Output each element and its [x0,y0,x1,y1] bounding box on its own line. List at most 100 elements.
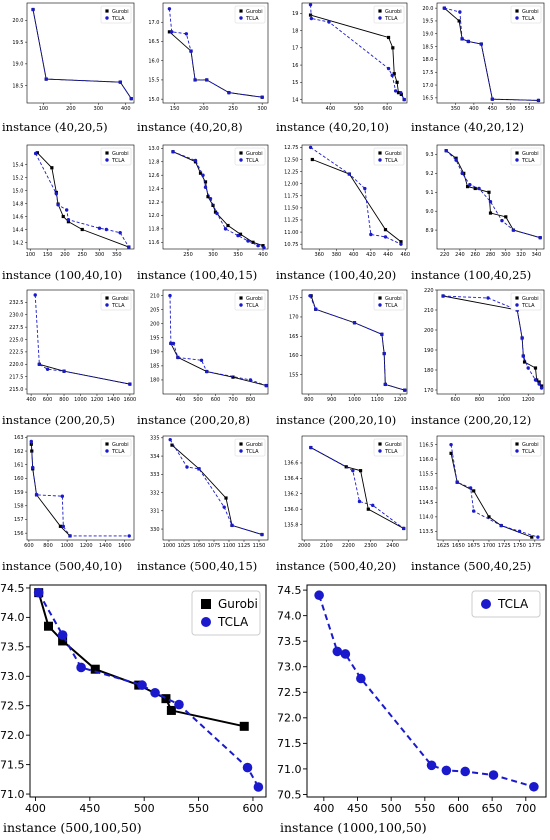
tcla-point [185,465,189,469]
y-tick-label: 18.0 [422,57,433,63]
y-tick-label: 12.25 [284,169,298,175]
y-tick-label: 17.5 [422,70,433,76]
tcla-point [380,332,384,336]
x-tick-label: 380 [332,252,342,258]
legend-label: TCLA [245,303,259,309]
tcla-point [357,499,362,504]
y-tick-label: 72.0 [277,712,302,725]
tcla-point [399,90,403,95]
x-tick-label: 460 [401,252,411,258]
panel-caption: instance (500,40,20) [276,559,396,573]
y-tick-label: 115.5 [419,471,433,477]
tcla-point [499,523,503,528]
tcla-point [33,151,38,156]
tcla-point [127,534,131,538]
tcla-point [533,378,538,382]
x-tick-label: 1200 [91,397,104,403]
y-tick-label: 115.0 [419,486,433,492]
gurobi-point [203,180,208,184]
y-tick-label: 19.5 [422,19,433,25]
y-tick-label: 12.0 [148,213,159,219]
legend-label: TCLA [111,16,125,22]
tcla-point [458,10,462,14]
gurobi-point [395,80,399,84]
tcla-point [308,294,312,298]
gurobi-point [537,380,541,384]
tcla-point [222,505,226,509]
tcla-point [537,382,541,386]
x-tick-label: 250 [183,252,193,258]
tcla-point [33,587,44,598]
gurobi-point [206,195,210,199]
tcla-point [260,532,264,537]
y-tick-label: 334 [150,454,160,460]
y-tick-label: 18.5 [422,44,433,50]
x-tick-label: 700 [515,802,536,815]
y-tick-label: 9.0 [426,209,434,215]
gurobi-point [386,35,391,40]
tcla-point [401,526,406,531]
tcla-point [97,226,102,230]
x-tick-label: 450 [79,802,100,815]
tcla-point [199,358,204,362]
tcla-point [193,158,198,163]
gurobi-point [251,240,255,244]
tcla-point [444,148,448,153]
chart-panel-13: 600 800 1000 1200 1400 1600 156 157 158 159 160 161… [2,435,135,573]
y-tick-label: 9.3 [426,152,434,158]
tcla-point [215,211,219,216]
tcla-point [54,192,59,196]
y-tick-label: 163 [14,435,24,441]
legend-label: TCLA [111,303,125,309]
panel-caption: instance (100,40,20) [276,268,396,282]
x-tick-label: 400 [25,802,46,815]
y-tick-label: 20.0 [422,6,433,12]
tcla-point [76,662,86,673]
y-tick-label: 136.2 [284,492,298,498]
tcla-point [37,362,42,366]
x-tick-label: 2200 [342,543,355,549]
legend-gurobi-marker [515,9,519,13]
chart-panel-16: 1625 1650 1675 1700 1725 1750 1775 113.5 114.0 11… [411,435,545,573]
tcla-point [168,293,172,298]
tcla-point [44,77,48,81]
legend-label: Gurobi [218,597,258,611]
y-tick-label: 331 [150,509,160,515]
legend-gurobi-marker [201,599,211,609]
legend-tcla-marker [515,303,519,307]
tcla-point [264,383,268,388]
y-tick-label: 160 [289,353,299,359]
tcla-point [471,509,476,513]
legend-tcla-marker [239,16,243,20]
legend-tcla-marker [105,303,109,307]
tcla-series-line [34,294,130,385]
y-tick-label: 15.2 [12,175,23,181]
gurobi-point [231,375,235,379]
y-tick-label: 155 [289,372,299,378]
panel-caption: instance (100,40,15) [137,268,257,282]
gurobi-point [488,211,493,215]
tcla-point [511,228,516,232]
gurobi-point [224,496,228,500]
x-tick-label: 1000 [498,397,511,403]
legend-tcla-marker [378,303,382,307]
tcla-point [488,200,493,204]
panel-caption: instance (500,40,25) [411,559,531,573]
tcla-point [208,196,213,201]
x-tick-label: 300 [95,252,105,258]
y-tick-label: 11.6 [148,240,159,246]
gurobi-point [399,92,403,96]
gurobi-point [454,156,458,160]
tcla-point [309,445,313,450]
x-tick-label: 1700 [483,543,496,549]
legend-gurobi-marker [378,296,382,300]
tcla-point [205,78,209,82]
chart-panel-7: 360 380 400 420 440 460 10.75 11.00 11.25 11.50 11… [276,144,411,282]
y-tick-label: 230.0 [9,313,23,319]
y-tick-label: 14.2 [12,240,23,246]
tcla-point [203,185,208,189]
tcla-point [171,341,176,346]
y-tick-label: 220.0 [9,362,23,368]
tcla-point [29,439,33,444]
